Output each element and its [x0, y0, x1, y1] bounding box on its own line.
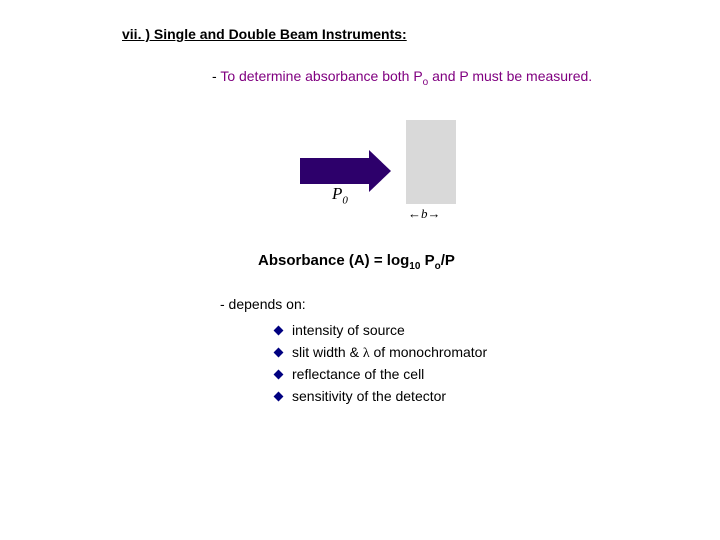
list-item: reflectance of the cell: [275, 364, 487, 386]
arrow-body: [300, 158, 370, 184]
arrow-head-icon: [369, 150, 391, 192]
sample-cell: [406, 120, 456, 204]
b-left-arrow-icon: ←: [408, 206, 421, 221]
bullet-lambda: λ: [363, 346, 370, 361]
formula-b: P: [420, 252, 434, 269]
path-length-label: ←b→: [408, 206, 441, 222]
intro-line: - To determine absorbance both Po and P …: [212, 68, 592, 88]
bullet-pre: intensity of source: [292, 322, 405, 338]
slide-title: vii. ) Single and Double Beam Instrument…: [122, 26, 407, 42]
formula-sub10: 10: [409, 261, 420, 272]
b-right-arrow-icon: →: [428, 206, 441, 221]
bullet-pre: sensitivity of the detector: [292, 388, 446, 404]
p0-label: P0: [332, 184, 348, 206]
list-item: sensitivity of the detector: [275, 386, 487, 408]
diamond-icon: [274, 326, 284, 336]
diamond-icon: [274, 370, 284, 380]
intro-text-b: and P must be measured.: [428, 68, 592, 84]
formula-c: /P: [441, 252, 455, 269]
p0-p: P: [332, 184, 342, 203]
diamond-icon: [274, 348, 284, 358]
beam-diagram: P0 ←b→: [300, 130, 500, 230]
bullet-list: intensity of source slit width & λ of mo…: [275, 320, 487, 408]
formula-a: Absorbance (A) = log: [258, 252, 409, 269]
p0-sub: 0: [342, 194, 348, 206]
depends-label: - depends on:: [220, 296, 306, 312]
list-item: intensity of source: [275, 320, 487, 342]
slide: vii. ) Single and Double Beam Instrument…: [0, 0, 720, 540]
bullet-pre: slit width &: [292, 344, 363, 360]
absorbance-formula: Absorbance (A) = log10 Po/P: [258, 252, 455, 272]
intro-text-a: To determine absorbance both P: [220, 68, 422, 84]
bullet-pre: reflectance of the cell: [292, 366, 424, 382]
list-item: slit width & λ of monochromator: [275, 342, 487, 364]
diamond-icon: [274, 392, 284, 402]
bullet-post: of monochromator: [370, 344, 488, 360]
